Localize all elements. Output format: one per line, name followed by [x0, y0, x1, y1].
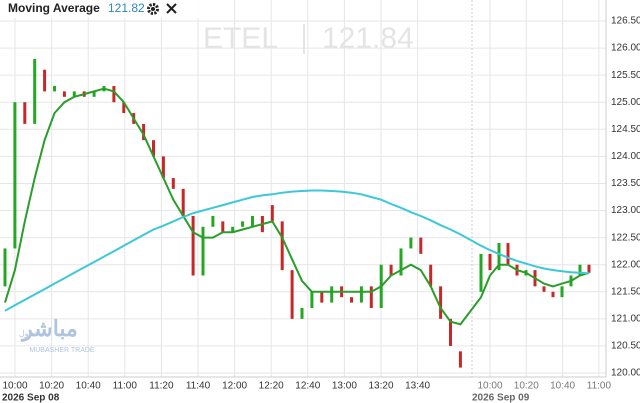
candle	[181, 188, 185, 216]
candle	[479, 253, 483, 292]
x-tick-label: 13:00	[332, 381, 357, 392]
x-tick-label: 11:00	[113, 381, 138, 392]
candle	[290, 270, 294, 319]
candle	[221, 221, 225, 233]
date-label: 2026 Sep 09	[472, 393, 530, 403]
y-tick-label: 124.50	[611, 124, 640, 135]
candle	[53, 85, 56, 92]
y-tick-label: 121.50	[611, 286, 640, 297]
x-tick-label: 12:20	[259, 381, 284, 392]
candle	[320, 291, 324, 303]
candle	[92, 91, 96, 97]
y-tick-label: 122.50	[611, 232, 640, 243]
candle	[389, 264, 393, 276]
y-tick-label: 124.00	[611, 151, 640, 162]
y-tick-label: 123.50	[611, 178, 640, 189]
logo-arabic: مباشر	[20, 316, 78, 342]
candle	[3, 248, 7, 287]
x-tick-label: 11:40	[186, 381, 211, 392]
candle	[449, 318, 452, 346]
candle	[587, 264, 591, 273]
candle	[171, 178, 175, 189]
y-tick-label: 126.50	[611, 16, 640, 27]
candle	[488, 253, 492, 271]
candle	[23, 102, 27, 124]
watermark-price: 121.84	[322, 22, 414, 55]
candle	[270, 205, 274, 222]
last-value: 121.82	[108, 1, 145, 15]
y-tick-label: 125.00	[611, 97, 640, 108]
x-tick-label: 10:20	[39, 381, 64, 392]
x-tick-label: 12:40	[295, 381, 320, 392]
candle	[43, 69, 47, 92]
candle	[122, 102, 126, 114]
settings-icon[interactable]	[147, 3, 159, 15]
x-tick-label: 10:00	[2, 381, 27, 392]
chart-title: Moving Average	[8, 1, 100, 15]
y-tick-label: 120.00	[611, 368, 640, 379]
x-tick-label: 10:40	[550, 381, 575, 392]
candle	[310, 291, 314, 309]
candle	[161, 156, 165, 179]
candle	[62, 91, 66, 97]
candle	[439, 286, 443, 319]
candle	[551, 291, 555, 298]
candle	[578, 264, 582, 276]
x-tick-label: 11:00	[587, 381, 612, 392]
candle	[300, 308, 304, 319]
candle	[241, 221, 245, 227]
candle	[33, 58, 37, 124]
date-label: 2026 Sep 08	[2, 393, 60, 403]
x-tick-label: 12:00	[222, 381, 247, 392]
candle	[112, 85, 116, 103]
x-tick-label: 11:20	[149, 381, 174, 392]
x-tick-label: 13:40	[405, 381, 430, 392]
candle	[251, 215, 254, 227]
logo-text: MUBASHER TRADE	[29, 347, 95, 354]
candle	[142, 123, 146, 141]
candle	[560, 286, 564, 298]
candle	[399, 248, 403, 276]
x-tick-label: 13:20	[368, 381, 393, 392]
candle	[152, 140, 155, 157]
candle	[231, 226, 235, 233]
candle	[429, 264, 433, 287]
candle	[359, 286, 363, 303]
candle	[280, 221, 284, 271]
candle	[72, 91, 76, 97]
candle	[369, 286, 373, 309]
logo-arabic-sub: تداول	[19, 329, 37, 338]
logo: مباشر تداول MUBASHER TRADE	[19, 316, 95, 354]
y-tick-label: 122.00	[611, 259, 640, 270]
candle	[211, 215, 215, 227]
close-icon[interactable]	[166, 3, 177, 14]
x-tick-label: 10:40	[76, 381, 101, 392]
candle	[497, 243, 501, 271]
candle	[458, 351, 462, 368]
candle	[191, 215, 195, 276]
y-tick-label: 123.00	[611, 205, 640, 216]
candle	[542, 286, 546, 292]
watermark-symbol: ETEL	[203, 22, 278, 55]
moving-average-line	[4, 189, 590, 312]
y-tick-label: 121.00	[611, 313, 640, 324]
y-tick-label: 125.50	[611, 70, 640, 81]
candle	[13, 102, 17, 249]
moving-average-line	[4, 87, 590, 326]
candle	[330, 286, 334, 303]
candle	[350, 297, 353, 303]
candle	[506, 243, 510, 265]
candle	[409, 237, 413, 249]
candle	[419, 237, 423, 254]
candle	[201, 226, 205, 276]
y-tick-label: 120.50	[611, 341, 640, 352]
y-tick-label: 126.00	[611, 43, 640, 54]
x-tick-label: 10:00	[477, 381, 502, 392]
x-tick-label: 10:20	[514, 381, 539, 392]
